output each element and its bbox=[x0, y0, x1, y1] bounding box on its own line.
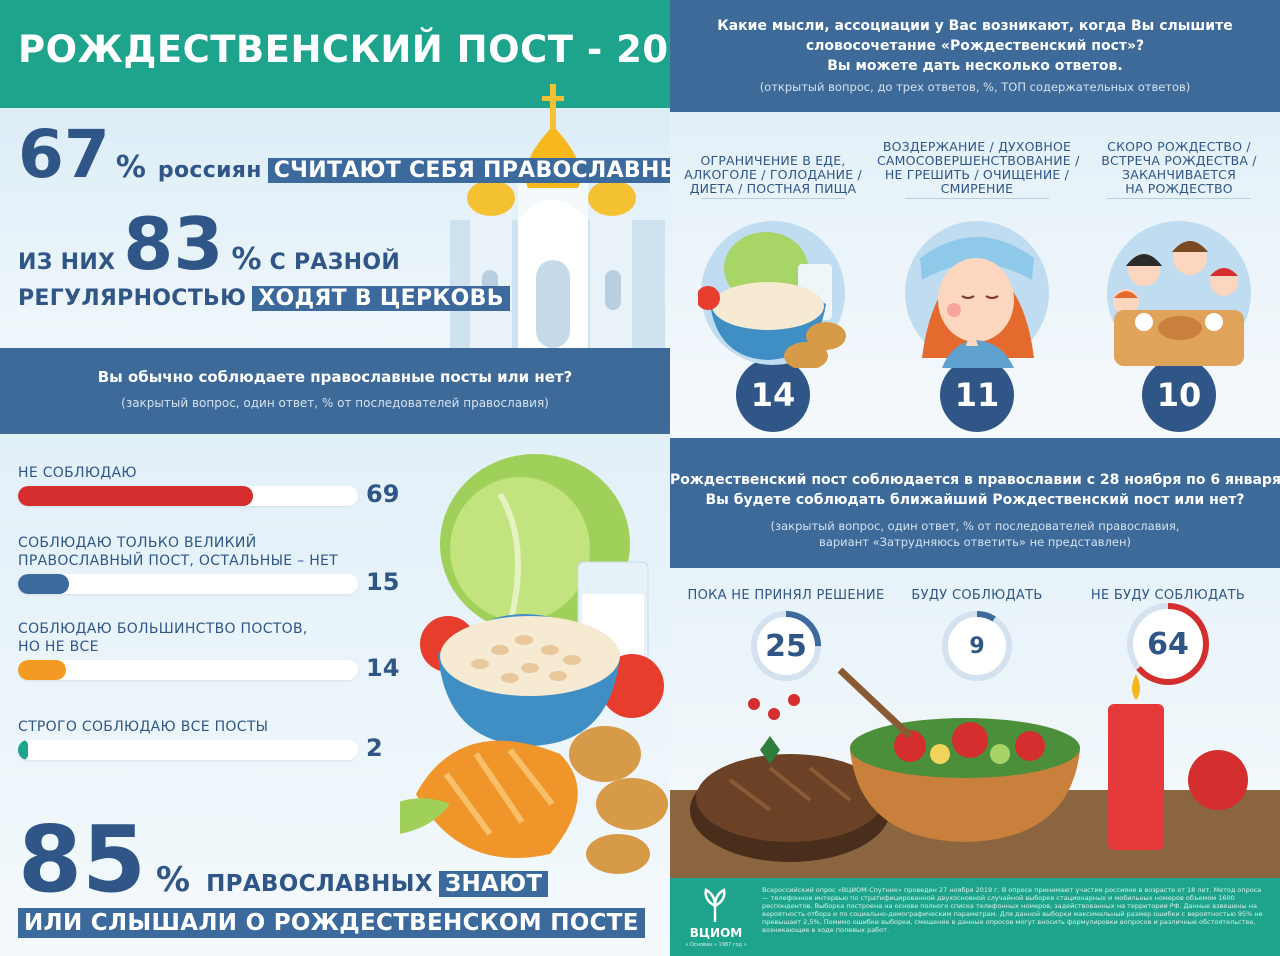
bar-label-line: СОБЛЮДАЮ ТОЛЬКО ВЕЛИКИЙ bbox=[18, 535, 257, 551]
bar-label-line: СТРОГО СОБЛЮДАЮ ВСЕ ПОСТЫ bbox=[18, 719, 269, 735]
decision-value: 64 bbox=[1147, 626, 1189, 662]
holiday-table-illustration bbox=[690, 667, 1248, 862]
bar-label-line: НЕ СОБЛЮДАЮ bbox=[18, 465, 137, 481]
question2-line: Какие мысли, ассоциации у Вас возникают,… bbox=[717, 18, 1233, 34]
question1-note: (закрытый вопрос, один ответ, % от после… bbox=[121, 396, 549, 410]
bar-track bbox=[18, 486, 358, 506]
decision-label: БУДУ СОБЛЮДАТЬ bbox=[911, 588, 1043, 603]
decision-label: НЕ БУДУ СОБЛЮДАТЬ bbox=[1090, 588, 1246, 603]
association-label-line: СКОРО РОЖДЕСТВО / bbox=[1107, 139, 1251, 154]
stat3-percent: % bbox=[156, 860, 191, 900]
bar-track bbox=[18, 660, 358, 680]
vciom-logo-icon bbox=[704, 888, 726, 922]
stat3-number: 85 bbox=[18, 806, 147, 913]
stat-orthodox: 67 % россиян СЧИТАЮТ СЕБЯ ПРАВОСЛАВНЫМИ bbox=[18, 122, 730, 188]
bar-value: 2 bbox=[366, 734, 383, 762]
stat2-line2: РЕГУЛЯРНОСТЬЮ ХОДЯТ В ЦЕРКОВЬ bbox=[18, 286, 510, 311]
stat1-percent: % bbox=[115, 150, 146, 185]
question2-band: Какие мысли, ассоциации у Вас возникают,… bbox=[670, 0, 1280, 112]
association-label-line: ЗАКАНЧИВАЕТСЯ bbox=[1122, 167, 1236, 182]
page-title: РОЖДЕСТВЕНСКИЙ ПОСТ - 2019 bbox=[18, 28, 722, 71]
question2-note: (открытый вопрос, до трех ответов, %, ТО… bbox=[759, 80, 1191, 94]
question1-text: Вы обычно соблюдаете православные посты … bbox=[97, 368, 573, 386]
bar-fill bbox=[18, 740, 29, 760]
bar-track bbox=[18, 574, 358, 594]
church-illustration bbox=[450, 84, 665, 348]
associations-section: ОГРАНИЧЕНИЕ В ЕДЕ, АЛКОГОЛЕ / ГОЛОДАНИЕ /… bbox=[670, 112, 1280, 438]
association-value: 10 bbox=[1142, 358, 1216, 432]
bar-fill bbox=[18, 574, 69, 594]
association-label-line: СМИРЕНИЕ bbox=[940, 181, 1014, 196]
association-divider bbox=[905, 198, 1049, 199]
bar-value: 15 bbox=[366, 568, 400, 596]
vciom-logo-subtitle: « Основан » 1987 год » bbox=[685, 942, 747, 948]
stat-church: ИЗ НИХ 83 % С РАЗНОЙ bbox=[18, 208, 400, 280]
association-divider bbox=[1107, 198, 1251, 199]
question1-band: Вы обычно соблюдаете православные посты … bbox=[0, 348, 670, 434]
hero-section: 67 % россиян СЧИТАЮТ СЕБЯ ПРАВОСЛАВНЫМИ … bbox=[0, 84, 730, 348]
gauge-arc bbox=[942, 611, 1012, 681]
association-value: 14 bbox=[736, 358, 810, 432]
question2-line: Вы можете дать несколько ответов. bbox=[827, 58, 1123, 74]
association-label-line: НА РОЖДЕСТВО bbox=[1125, 181, 1233, 196]
decision-gauge bbox=[942, 611, 1012, 681]
association-label-line: ВСТРЕЧА РОЖДЕСТВА / bbox=[1101, 153, 1257, 168]
stat-knowledge: 85 % ПРАВОСЛАВНЫХ ЗНАЮТ bbox=[18, 806, 549, 913]
stat2-line2-text: РЕГУЛЯРНОСТЬЮ bbox=[18, 286, 247, 311]
bar-fill bbox=[18, 660, 66, 680]
question3-note: (закрытый вопрос, один ответ, % от после… bbox=[670, 518, 1280, 550]
question3-note-line: вариант «Затрудняюсь ответить» не предст… bbox=[819, 535, 1131, 549]
decision-value: 9 bbox=[969, 633, 985, 659]
fasting-section: НЕ СОБЛЮДАЮ 69 СОБЛЮДАЮ ТОЛЬКО ВЕЛИКИЙ ПРАВ… bbox=[0, 434, 670, 956]
decision-value: 25 bbox=[765, 628, 807, 664]
methodology-fine-print: Всероссийский опрос «ВЦИОМ-Спутник» пров… bbox=[762, 886, 1263, 934]
vciom-logo-text: ВЦИОМ bbox=[689, 926, 743, 940]
question3-note-line: (закрытый вопрос, один ответ, % от после… bbox=[770, 519, 1180, 533]
stat2-number: 83 bbox=[123, 202, 224, 286]
title-bar bbox=[0, 0, 670, 108]
question3-text: Рождественский пост соблюдается в правос… bbox=[670, 470, 1280, 510]
bar-value: 14 bbox=[366, 654, 400, 682]
stat3-highlight: ЗНАЮТ bbox=[438, 871, 549, 897]
association-label-line: ВОЗДЕРЖАНИЕ / ДУХОВНОЕ bbox=[882, 139, 1072, 154]
stat3-text: ПРАВОСЛАВНЫХ bbox=[206, 871, 433, 897]
stat2-highlight: ХОДЯТ В ЦЕРКОВЬ bbox=[252, 286, 510, 311]
bar-value: 69 bbox=[366, 480, 400, 508]
stat3-highlight2: ИЛИ СЛЫШАЛИ О РОЖДЕСТВЕНСКОМ ПОСТЕ bbox=[18, 908, 645, 938]
bar-label-line: СОБЛЮДАЮ БОЛЬШИНСТВО ПОСТОВ, bbox=[18, 621, 308, 637]
gauge-arc bbox=[751, 611, 821, 681]
decision-label: ПОКА НЕ ПРИНЯЛ РЕШЕНИЕ bbox=[687, 588, 885, 603]
question3-line: Рождественский пост соблюдается в правос… bbox=[670, 472, 1280, 488]
stat2-percent: % bbox=[231, 242, 262, 277]
association-value: 11 bbox=[940, 358, 1014, 432]
food-illustration bbox=[400, 454, 668, 874]
question3-line: Вы будете соблюдать ближайший Рождествен… bbox=[705, 492, 1245, 508]
decision-gauge bbox=[1127, 603, 1209, 685]
stat1-highlight: СЧИТАЮТ СЕБЯ ПРАВОСЛАВНЫМИ bbox=[267, 158, 730, 183]
association-label-line: ДИЕТА / ПОСТНАЯ ПИЩА bbox=[689, 181, 857, 196]
association-label-line: АЛКОГОЛЕ / ГОЛОДАНИЕ / bbox=[684, 167, 862, 182]
praying-girl-illustration bbox=[905, 221, 1049, 368]
stat2-text: С РАЗНОЙ bbox=[269, 250, 401, 275]
family-dinner-illustration bbox=[1107, 221, 1251, 366]
stat2-prefix: ИЗ НИХ bbox=[18, 250, 116, 275]
bar-label-line: НО НЕ ВСЕ bbox=[18, 639, 99, 655]
association-label-line: САМОСОВЕРШЕНСТВОВАНИЕ / bbox=[877, 153, 1080, 168]
question2-text: Какие мысли, ассоциации у Вас возникают,… bbox=[670, 16, 1280, 76]
association-divider bbox=[701, 198, 845, 199]
footer: ВЦИОМ « Основан » 1987 год » Всероссийск… bbox=[670, 878, 1280, 956]
bar-fill bbox=[18, 486, 253, 506]
question3-band: Рождественский пост соблюдается в правос… bbox=[670, 438, 1280, 568]
association-label-line: НЕ ГРЕШИТЬ / ОЧИЩЕНИЕ / bbox=[884, 167, 1070, 182]
food-circle-illustration bbox=[698, 221, 846, 368]
bar-label-line: ПРАВОСЛАВНЫЙ ПОСТ, ОСТАЛЬНЫЕ – НЕТ bbox=[18, 553, 339, 569]
bar-track bbox=[18, 740, 358, 760]
stat1-text: россиян bbox=[157, 158, 262, 183]
decision-gauge bbox=[751, 611, 821, 681]
association-label-line: ОГРАНИЧЕНИЕ В ЕДЕ, bbox=[700, 153, 846, 168]
stat1-number: 67 bbox=[18, 116, 110, 193]
gauge-arc bbox=[1127, 603, 1209, 685]
question2-line: словосочетание «Рождественский пост»? bbox=[805, 38, 1145, 54]
